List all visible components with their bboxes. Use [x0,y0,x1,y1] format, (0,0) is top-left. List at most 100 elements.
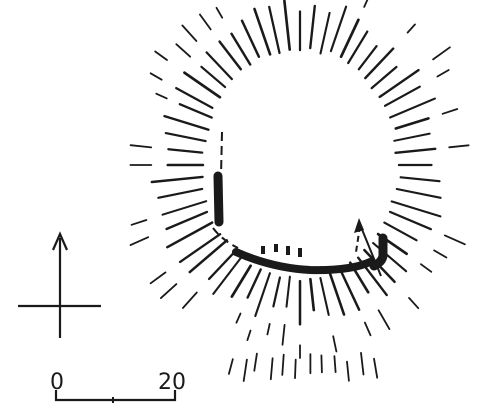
hachure-stroke [149,271,167,285]
hachure-stroke [389,97,436,119]
hachure-stroke [309,277,316,312]
hachure-stroke [408,296,420,310]
hachure-stroke [319,11,331,55]
hachure-stroke [269,357,274,381]
hachure-stroke [346,360,350,382]
hachure-stroke [433,249,448,259]
hachure-stroke [432,46,451,61]
hachure-stroke [230,264,252,298]
hachure-stroke [339,270,361,311]
hachure-stroke [165,210,209,231]
enclosure-west-bank [213,171,224,227]
entrance-arrow-icon [354,218,382,277]
hachure-stroke [436,69,450,78]
enclosure-south-bank [232,248,374,275]
enclosure-southwest-dashed-line [212,227,239,249]
hachure-stroke [268,5,281,55]
hachure-stroke [150,175,204,184]
hachure-stroke [178,103,213,119]
hachure-stroke [363,0,369,8]
hachure-stroke [294,358,297,380]
hachure-stroke [157,187,204,199]
hachure-stroke [230,32,252,66]
hachure-stroke [129,236,150,247]
hachure-stroke [394,117,430,130]
hachure-stroke [333,355,337,374]
hachure-stroke [130,219,148,226]
hachure-stroke [388,210,433,231]
hachure-stroke [215,6,224,19]
hachure-stroke [155,92,168,100]
hachure-stroke [253,7,272,56]
hachure-stroke [395,187,442,199]
hachure-stroke [183,71,222,99]
hachure-stroke [373,357,379,379]
enclosure-south-bumps [261,244,302,257]
hachure-stroke [235,312,242,324]
hachure-stroke [272,276,282,308]
hachure-stroke [394,147,437,155]
hachure-stroke [246,268,262,299]
hachure-stroke [207,249,237,281]
hachure-stroke [441,108,459,115]
enclosure-line-group [212,131,388,275]
hachure-stroke [364,47,395,80]
hachure-stroke [390,200,442,218]
enclosure-west-dashed-line [220,131,223,177]
hachure-stroke [198,13,212,31]
hachure-stroke [283,0,292,51]
hachure-stroke [181,24,198,42]
hachure-stroke [319,276,330,316]
hachure-stroke [129,144,153,149]
hachure-stroke [332,335,338,353]
hachure-stroke [377,309,391,331]
hachure-stroke [419,263,433,273]
hachure-stroke [363,321,372,337]
hachure-stroke [188,239,229,274]
hachure-stroke [253,352,258,372]
hachure-stroke [254,272,271,318]
hachure-stroke [200,65,227,89]
hachure-stroke [240,19,261,59]
hachure-stroke [383,221,418,242]
scale-start-label: 0 [50,370,64,395]
scale-end-label: 20 [158,370,186,395]
hachure-stroke [357,45,378,71]
hachure-stroke [329,5,348,53]
hachure-stroke [227,358,234,375]
hachure-stroke [281,323,286,346]
hachure-stroke [164,131,207,143]
hachure-stroke [167,148,204,154]
hachure-stroke [212,254,244,295]
bank-hachures [129,0,470,382]
hachure-stroke [242,358,248,382]
hachure-stroke [266,322,271,336]
hachure-stroke [281,353,285,376]
hachure-stroke [448,144,470,149]
hachure-stroke [218,40,243,71]
hachure-stroke [246,329,252,342]
hachure-stroke [285,275,291,308]
hachure-stroke [149,72,163,81]
hachure-stroke [309,4,316,50]
hachure-stroke [154,50,168,61]
hachure-stroke [370,65,398,90]
hachure-stroke [360,351,365,376]
hachure-stroke [175,86,214,110]
hachure-stroke [163,114,210,131]
hachure-stroke [443,234,466,246]
hachure-stroke [178,233,222,264]
hachure-stroke [378,68,420,99]
hachure-stroke [399,176,441,183]
hachure-stroke [339,18,360,59]
hachure-stroke [161,200,208,216]
hachure-stroke [166,221,214,249]
scale-bar: 0 20 [50,370,186,403]
hachure-stroke [181,291,198,309]
hachure-stroke [320,354,323,374]
hachure-stroke [393,132,431,142]
hachure-stroke [328,272,346,316]
hachure-stroke [347,30,369,65]
north-arrow-icon [18,231,101,338]
